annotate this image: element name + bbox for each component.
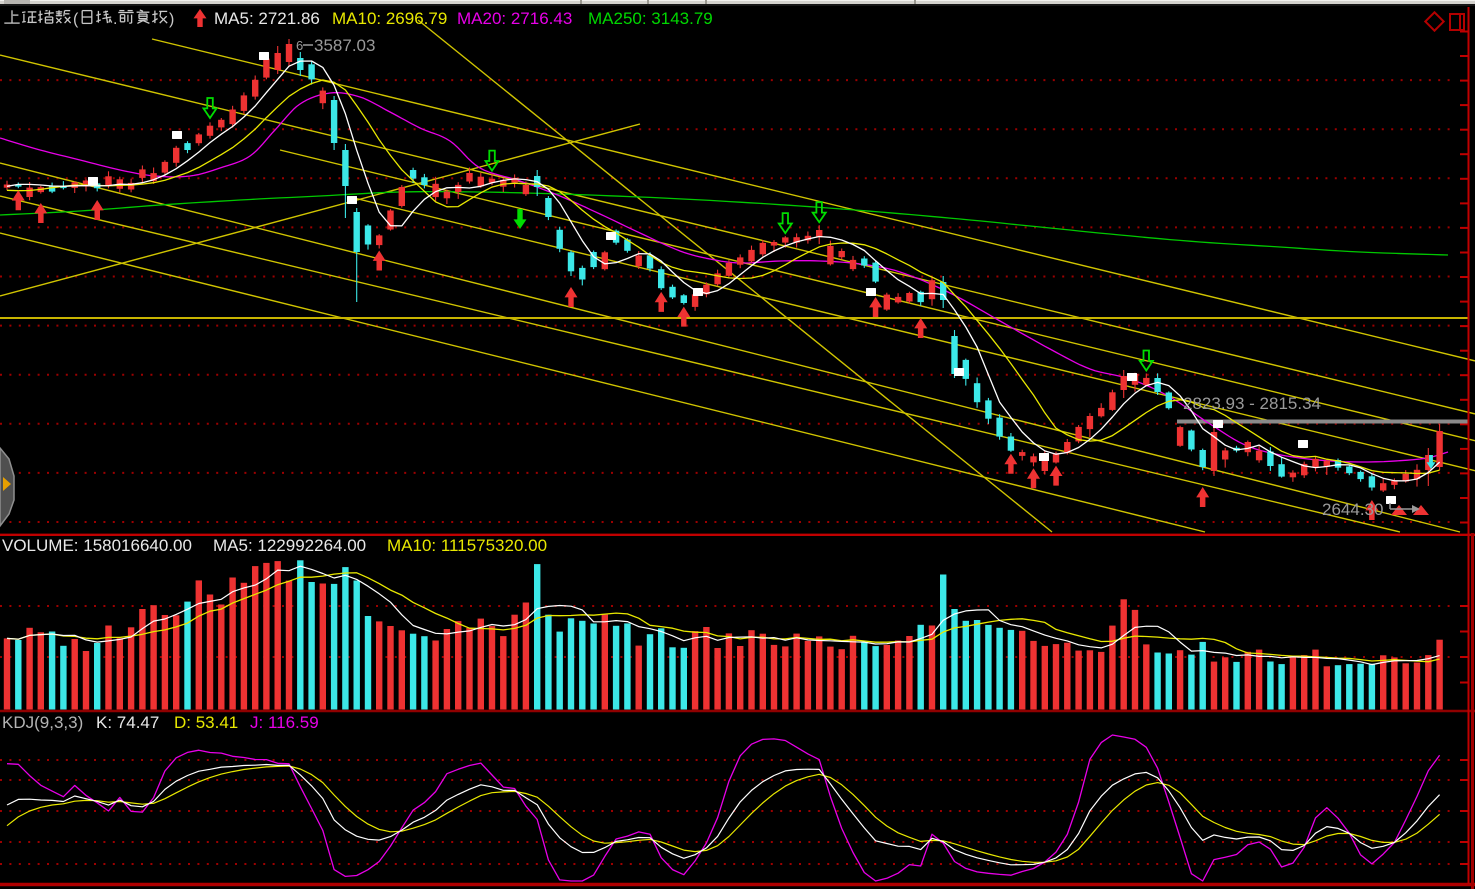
- svg-text:J: 116.59: J: 116.59: [250, 713, 319, 732]
- svg-text:KDJ(9,3,3): KDJ(9,3,3): [2, 713, 83, 732]
- svg-text:2644.30: 2644.30: [1322, 500, 1383, 519]
- svg-text:MA250: 3143.79: MA250: 3143.79: [588, 9, 713, 28]
- svg-text:): ): [169, 11, 174, 28]
- svg-text:D: 53.41: D: 53.41: [174, 713, 238, 732]
- svg-text:MA20: 2716.43: MA20: 2716.43: [457, 9, 572, 28]
- svg-text:MA10: 111575320.00: MA10: 111575320.00: [387, 536, 547, 555]
- svg-text:VOLUME: 158016640.00: VOLUME: 158016640.00: [2, 536, 192, 555]
- svg-text:(: (: [73, 11, 79, 28]
- svg-text:MA10: 2696.79: MA10: 2696.79: [332, 9, 447, 28]
- svg-text:2823.93 - 2815.34: 2823.93 - 2815.34: [1183, 394, 1321, 413]
- svg-text:K: 74.47: K: 74.47: [96, 713, 159, 732]
- svg-text:6: 6: [296, 38, 303, 53]
- svg-text:MA5: 122992264.00: MA5: 122992264.00: [213, 536, 366, 555]
- svg-text:3587.03: 3587.03: [314, 36, 375, 55]
- svg-text:MA5: 2721.86: MA5: 2721.86: [214, 9, 320, 28]
- svg-text:.: .: [113, 11, 117, 28]
